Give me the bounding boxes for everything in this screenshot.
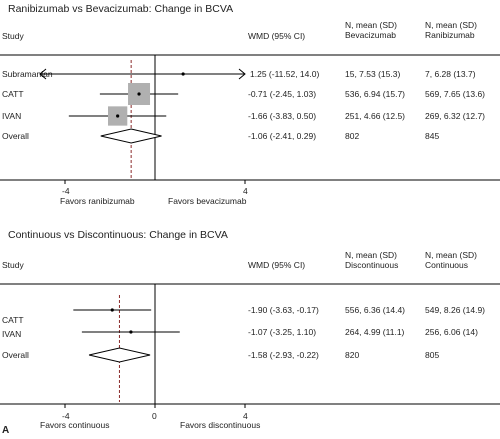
column-header-group1: N, mean (SD) Discontinuous xyxy=(345,250,398,270)
study-point xyxy=(129,330,133,334)
overall-diamond xyxy=(100,128,162,144)
study-group1: 556, 6.36 (14.4) xyxy=(345,305,406,315)
x-tick-label: 4 xyxy=(243,411,248,421)
study-group1: 15, 7.53 (15.3) xyxy=(345,69,401,79)
favors-left-label: Favors ranibizumab xyxy=(60,196,135,206)
column-header-group1-line2: Bevacizumab xyxy=(345,30,397,41)
study-group2: 269, 6.32 (12.7) xyxy=(425,111,486,121)
study-label: IVAN xyxy=(2,329,22,339)
column-header-effect: WMD (95% CI) xyxy=(248,31,306,41)
study-label: Subramanian xyxy=(2,69,53,79)
column-header-group2: N, mean (SD) Continuous xyxy=(425,250,477,270)
column-header-group2-line1: N, mean (SD) xyxy=(425,20,477,30)
ci-arrow-right xyxy=(238,68,246,80)
column-header-group2: N, mean (SD) Ranibizumab xyxy=(425,20,477,40)
overall-label: Overall xyxy=(2,350,29,360)
overall-effect: -1.06 (-2.41, 0.29) xyxy=(248,131,317,141)
column-header-group2-line1: N, mean (SD) xyxy=(425,250,477,260)
column-header-group1-line1: N, mean (SD) xyxy=(345,20,397,30)
x-tick-label: -4 xyxy=(62,186,70,196)
column-header-group2-line2: Ranibizumab xyxy=(425,30,475,41)
column-header-group1-line1: N, mean (SD) xyxy=(345,250,397,260)
study-group2: 549, 8.26 (14.9) xyxy=(425,305,486,315)
study-effect: -1.66 (-3.83, 0.50) xyxy=(248,111,317,121)
overall-group2: 845 xyxy=(425,131,440,141)
ci-arrow-left xyxy=(39,68,47,80)
favors-right-label: Favors bevacizumab xyxy=(168,196,247,206)
study-group1: 264, 4.99 (11.1) xyxy=(345,327,405,337)
chart-title: Continuous vs Discontinuous: Change in B… xyxy=(8,229,228,241)
study-group2: 256, 6.06 (14) xyxy=(425,327,478,337)
study-group1: 251, 4.66 (12.5) xyxy=(345,111,406,121)
study-effect: -0.71 (-2.45, 1.03) xyxy=(248,89,317,99)
figure-label: A xyxy=(2,425,10,436)
chart-title: Ranibizumab vs Bevacizumab: Change in BC… xyxy=(8,3,234,15)
favors-right-label: Favors discontinuous xyxy=(180,420,261,430)
column-header-effect: WMD (95% CI) xyxy=(248,260,306,270)
overall-group1: 820 xyxy=(345,350,360,360)
study-group2: 569, 7.65 (13.6) xyxy=(425,89,486,99)
overall-group2: 805 xyxy=(425,350,440,360)
study-label: IVAN xyxy=(2,111,22,121)
study-effect: -1.07 (-3.25, 1.10) xyxy=(248,327,317,337)
overall-group1: 802 xyxy=(345,131,360,141)
column-header-study: Study xyxy=(2,260,24,270)
x-tick-label: 4 xyxy=(243,186,248,196)
study-point xyxy=(116,114,120,118)
overall-label: Overall xyxy=(2,131,29,141)
study-group2: 7, 6.28 (13.7) xyxy=(425,69,476,79)
study-point xyxy=(137,92,141,96)
column-header-group1-line2: Discontinuous xyxy=(345,260,399,271)
study-effect: 1.25 (-11.52, 14.0) xyxy=(250,69,320,79)
column-header-study: Study xyxy=(2,31,24,41)
study-label: CATT xyxy=(2,315,24,325)
column-header-group2-line2: Continuous xyxy=(425,260,469,271)
column-header-group1: N, mean (SD) Bevacizumab xyxy=(345,20,397,40)
favors-left-label: Favors continuous xyxy=(40,420,110,430)
study-point xyxy=(181,72,185,76)
study-group1: 536, 6.94 (15.7) xyxy=(345,89,406,99)
overall-diamond xyxy=(88,347,151,363)
overall-effect: -1.58 (-2.93, -0.22) xyxy=(248,350,319,360)
study-label: CATT xyxy=(2,89,24,99)
x-tick-label: 0 xyxy=(152,411,157,421)
study-point xyxy=(110,308,114,312)
x-tick-label: -4 xyxy=(62,411,70,421)
study-effect: -1.90 (-3.63, -0.17) xyxy=(248,305,319,315)
